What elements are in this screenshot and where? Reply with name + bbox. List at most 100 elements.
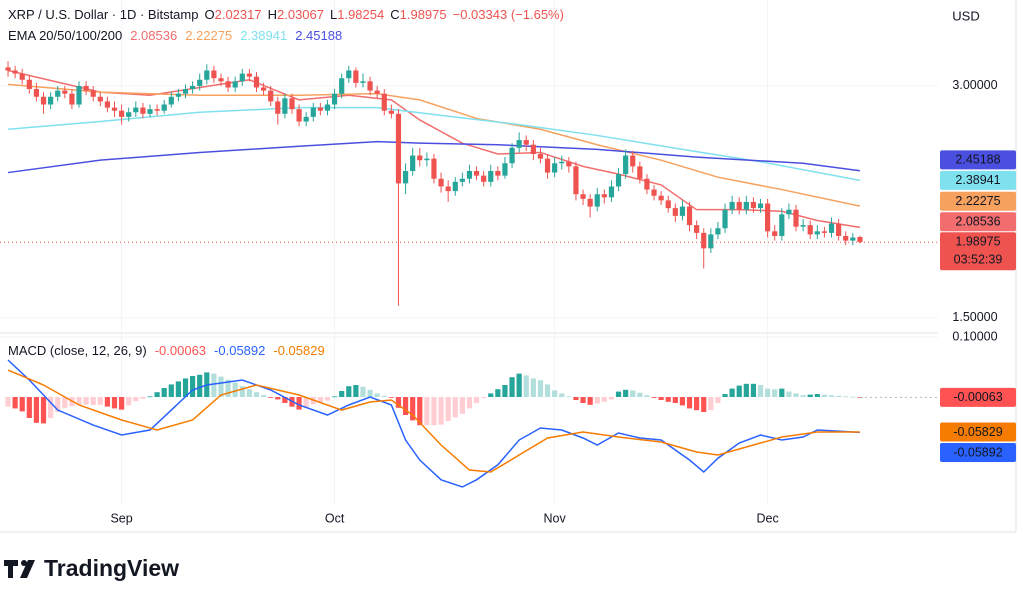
candle-body (530, 144, 536, 154)
histogram-bar (119, 397, 125, 410)
header-value: −0.03343 (−1.65%) (453, 7, 564, 22)
candle-body (26, 79, 32, 90)
candle-body (672, 208, 678, 216)
candle-body (232, 81, 238, 88)
brand-logo: TradingView (4, 555, 179, 581)
price-label-box (940, 150, 1016, 170)
price-label-box (940, 212, 1016, 232)
candle-body (126, 112, 132, 117)
macd-line (7, 369, 860, 473)
candle-body (424, 158, 430, 161)
histogram-bar (275, 397, 281, 400)
header-value: C (390, 7, 399, 22)
candle-body (765, 203, 771, 232)
histogram-bar (76, 397, 82, 405)
candle-body (246, 73, 252, 77)
histogram-bar (850, 396, 856, 398)
candle-body (552, 163, 558, 173)
candle-body (438, 178, 444, 187)
candle-body (5, 67, 11, 71)
candle-body (431, 158, 437, 179)
candle-body (55, 90, 61, 97)
candle-body (303, 116, 309, 122)
histogram-bar (701, 397, 707, 413)
candle-body (97, 96, 103, 102)
histogram-bar (814, 394, 820, 398)
candle-body (19, 73, 25, 80)
header-value: 2.22275 (185, 28, 232, 43)
histogram-bar (268, 397, 274, 398)
histogram-bar (445, 397, 451, 422)
price-label: 2.45188 (955, 153, 1000, 167)
candle-body (260, 87, 267, 91)
histogram-bar (410, 397, 416, 421)
header-value: 1.98975 (400, 7, 447, 22)
candle-body (814, 231, 820, 235)
candle-body (850, 237, 856, 241)
price-label-box (940, 387, 1016, 407)
histogram-bar (126, 397, 132, 406)
currency[interactable]: USD (952, 8, 979, 23)
candle-body (296, 109, 302, 122)
histogram-bar (83, 397, 89, 405)
candle-body (62, 90, 68, 94)
marks (0, 61, 938, 488)
labels: Sep Oct Nov Dec 3.00000 1.50000 1.98975 03:52:3… (110, 78, 1016, 525)
histogram-bar (12, 397, 18, 409)
histogram-bar (793, 393, 799, 398)
histogram-bar (537, 380, 544, 398)
candle-body (317, 107, 323, 111)
ema-line (7, 83, 861, 207)
histogram-bar (260, 395, 267, 398)
histogram-bar (459, 397, 465, 414)
candle-body (381, 93, 387, 111)
candle-body (111, 107, 118, 111)
candle-body (119, 110, 125, 117)
candle-body (282, 98, 288, 114)
histogram-bar (381, 395, 387, 398)
candle-body (204, 70, 210, 80)
histogram-bar (601, 397, 607, 402)
candle-body (402, 171, 409, 184)
candle-body (275, 101, 281, 114)
header-value: 2.38941 (240, 28, 287, 43)
histogram-bar (772, 389, 778, 398)
histogram-bar (807, 394, 813, 398)
price-label-box (940, 191, 1016, 211)
histogram-bar (516, 373, 522, 398)
candle-body (686, 206, 693, 226)
histogram-bar (651, 397, 657, 398)
histogram-bar (324, 397, 331, 401)
histogram-bar (232, 382, 238, 398)
price-label: 2.08536 (955, 214, 1000, 228)
histogram-bar (282, 397, 288, 404)
candle-body (417, 155, 423, 161)
histogram-bar (246, 389, 252, 398)
candle-body (459, 178, 465, 182)
histogram-bar (466, 397, 473, 409)
candle-body (40, 96, 47, 105)
macd-line (7, 359, 860, 488)
histogram-bar (708, 397, 714, 411)
candle-body (757, 203, 764, 209)
ema-header: EMA 20/50/100/200 2.08536 2.22275 2.38941 2.… (8, 28, 342, 43)
logo-icon (21, 560, 27, 566)
histogram-bar (672, 397, 678, 404)
histogram-bar (573, 397, 579, 401)
candle-body (601, 194, 607, 198)
candle-body (658, 195, 664, 201)
histogram-bar (502, 385, 508, 398)
candle-body (147, 109, 153, 114)
histogram-bar (40, 397, 47, 424)
histogram-bar (452, 397, 458, 418)
histogram-bar (19, 397, 25, 412)
histogram-bar (736, 385, 742, 398)
histogram-bar (339, 391, 345, 398)
histogram-bar (353, 385, 359, 398)
candle-body (289, 98, 295, 110)
candle-body (679, 206, 686, 216)
histogram-bar (26, 397, 32, 419)
countdown: 03:52:39 (954, 252, 1003, 266)
histogram-bar (509, 377, 515, 398)
candle-body (623, 155, 629, 175)
